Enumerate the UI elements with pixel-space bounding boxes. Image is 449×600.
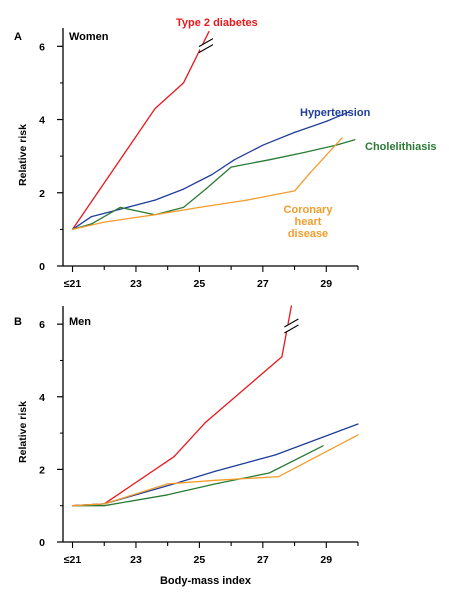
- data-point-cholelithiasis: [303, 151, 305, 154]
- x-tick-label: 29: [320, 278, 332, 290]
- chart-title: Men: [69, 316, 91, 328]
- data-point-cholelithiasis: [205, 188, 207, 190]
- series-line-coronary-heart-disease: [72, 434, 359, 507]
- data-point-cholelithiasis: [182, 206, 185, 209]
- y-tick-label: 0: [39, 537, 45, 549]
- panel-label: B: [14, 316, 22, 328]
- data-point-hypertension: [211, 173, 213, 176]
- axis-break-line: [284, 318, 299, 328]
- data-point-coronary-heart-disease: [103, 503, 105, 505]
- data-point-type-2-diabetes: [205, 421, 207, 423]
- data-point-coronary-heart-disease: [71, 505, 74, 507]
- data-point-hypertension: [347, 111, 350, 113]
- axis-break-marker: [283, 318, 300, 336]
- data-point-coronary-heart-disease: [103, 221, 105, 223]
- series-line-cholelithiasis: [72, 445, 324, 507]
- data-point-coronary-heart-disease: [278, 476, 280, 478]
- series-label-hypertension: Hypertension: [300, 107, 371, 119]
- data-point-cholelithiasis: [268, 472, 270, 474]
- x-tick-label: 25: [194, 554, 206, 566]
- y-tick-label: 6: [39, 41, 45, 53]
- series-label-cholelithiasis: Cholelithiasis: [365, 141, 437, 153]
- data-point-coronary-heart-disease: [341, 137, 343, 139]
- y-tick-label: 4: [39, 392, 45, 404]
- data-point-hypertension: [214, 470, 216, 472]
- x-tick-label: ≤21: [64, 278, 82, 290]
- data-point-coronary-heart-disease: [198, 206, 200, 209]
- series-line-type-2-diabetes: [71, 31, 210, 230]
- data-point-coronary-heart-disease: [214, 479, 216, 481]
- data-point-hypertension: [274, 454, 277, 456]
- data-point-hypertension: [119, 208, 121, 210]
- data-point-hypertension: [182, 188, 185, 190]
- x-tick-label: 23: [130, 554, 142, 566]
- data-point-type-2-diabetes: [281, 356, 283, 358]
- data-point-hypertension: [233, 159, 235, 161]
- x-axis-label: Body-mass index: [160, 575, 252, 587]
- data-point-type-2-diabetes: [154, 107, 156, 110]
- data-point-hypertension: [90, 215, 93, 218]
- data-point-cholelithiasis: [354, 139, 356, 141]
- x-tick-label: 23: [130, 278, 142, 290]
- y-axis-label: Relative risk: [17, 124, 29, 186]
- x-tick-label: ≤21: [64, 554, 82, 566]
- y-tick-label: 0: [39, 261, 45, 273]
- data-point-hypertension: [357, 423, 359, 425]
- y-tick-label: 2: [39, 188, 45, 200]
- y-tick-label: 2: [39, 464, 45, 476]
- series-label-coronary-heart-disease: disease: [288, 228, 328, 240]
- data-point-type-2-diabetes: [182, 82, 185, 84]
- y-tick-label: 4: [39, 115, 45, 127]
- data-point-type-2-diabetes: [173, 456, 175, 458]
- data-point-coronary-heart-disease: [357, 434, 359, 436]
- data-point-cholelithiasis: [90, 223, 93, 225]
- series-line-coronary-heart-disease: [72, 137, 343, 231]
- data-point-hypertension: [262, 144, 264, 146]
- data-point-cholelithiasis: [230, 166, 232, 168]
- data-point-hypertension: [325, 120, 327, 122]
- chart-panel-b: B Men 0 2 4 6 ≤21 23 25 27 29 Relative risk Body-mas…: [14, 305, 359, 587]
- series-label-type-2-diabetes: Type 2 diabetes: [176, 17, 258, 29]
- data-point-cholelithiasis: [103, 505, 105, 507]
- data-point-hypertension: [154, 199, 156, 201]
- data-point-coronary-heart-disease: [246, 199, 248, 201]
- axis-break-marker: [198, 38, 214, 56]
- panel-label: A: [14, 31, 22, 43]
- axis-break-line: [284, 324, 299, 334]
- data-point-type-2-diabetes: [119, 159, 121, 161]
- x-tick-label: 29: [320, 554, 332, 566]
- data-point-coronary-heart-disease: [154, 214, 156, 216]
- axis-break-line: [198, 44, 214, 54]
- y-axis-label: Relative risk: [17, 401, 29, 463]
- axis-break-line: [198, 38, 214, 48]
- data-point-cholelithiasis: [167, 494, 169, 496]
- data-point-coronary-heart-disease: [309, 172, 312, 174]
- chart-title: Women: [69, 31, 109, 43]
- y-tick-label: 6: [39, 319, 45, 331]
- data-point-type-2-diabetes: [208, 31, 210, 33]
- x-tick-label: 27: [257, 278, 269, 290]
- data-point-coronary-heart-disease: [167, 483, 169, 485]
- data-point-type-2-diabetes: [290, 305, 292, 307]
- data-point-hypertension: [293, 131, 296, 133]
- data-point-cholelithiasis: [322, 445, 324, 447]
- data-point-cholelithiasis: [268, 159, 270, 161]
- series-label-coronary-heart-disease: heart: [295, 216, 322, 228]
- x-tick-label: 25: [194, 278, 206, 290]
- data-point-cholelithiasis: [119, 206, 121, 209]
- data-point-cholelithiasis: [214, 483, 216, 485]
- series-label-coronary-heart-disease: Coronary: [284, 204, 334, 216]
- x-tick-label: 27: [257, 554, 269, 566]
- data-point-coronary-heart-disease: [293, 190, 296, 192]
- chart-panel-a: A Women 0 2 4 6 ≤21 23 25 27 29 Relative risk Type 2…: [14, 17, 437, 290]
- data-point-coronary-heart-disease: [71, 228, 74, 230]
- series-line-hypertension: [72, 423, 359, 507]
